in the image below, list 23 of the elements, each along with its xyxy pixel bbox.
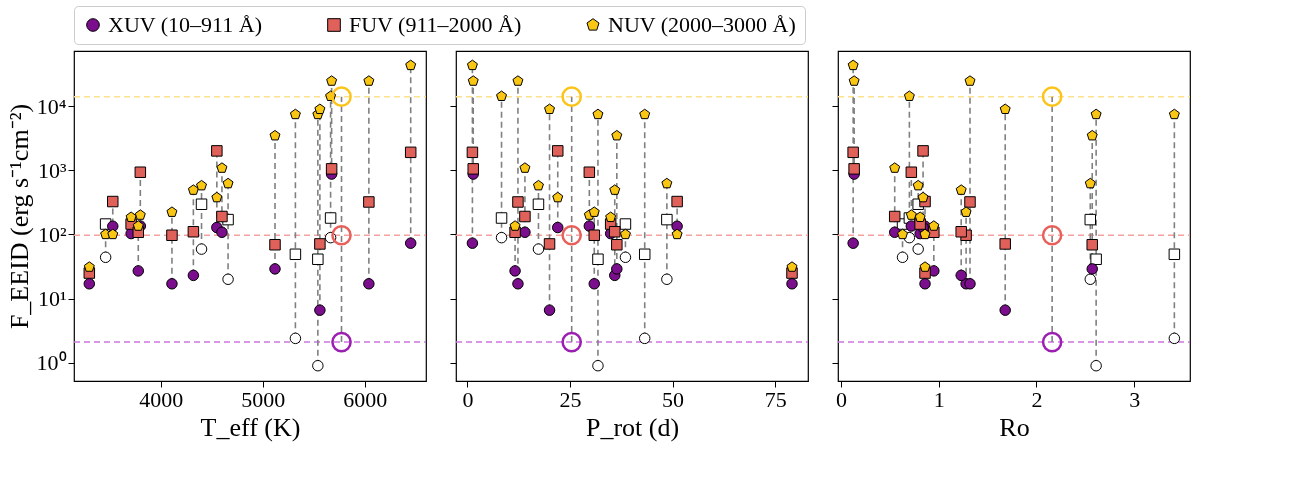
x-tick-label: 0 — [835, 386, 847, 412]
x-tick-label: 4000 — [139, 386, 184, 412]
y-tick-label: 10² — [37, 221, 67, 247]
x-tick-label: 6000 — [343, 386, 388, 412]
x-tick-label: 75 — [764, 386, 787, 412]
y-tick-label: 10³ — [37, 157, 67, 183]
y-tick-label: 10⁴ — [36, 93, 67, 119]
legend-label: NUV (2000–3000 Å) — [608, 12, 796, 37]
x-tick-label: 3 — [1129, 386, 1141, 412]
y-tick-label: 10⁰ — [36, 350, 67, 376]
x-axis-title: Ro — [999, 412, 1030, 442]
y-tick-label: 10¹ — [37, 286, 67, 312]
x-axis-title: T_eff (K) — [200, 412, 301, 442]
legend-label: FUV (911–2000 Å) — [349, 12, 522, 37]
y-axis-title: F_EEID (erg s⁻¹cm⁻²) — [4, 103, 34, 330]
x-tick-label: 5000 — [241, 386, 286, 412]
x-axis-title: P_rot (d) — [585, 412, 680, 442]
x-tick-label: 50 — [662, 386, 685, 412]
legend-label: XUV (10–911 Å) — [108, 12, 262, 37]
x-tick-label: 25 — [559, 386, 582, 412]
x-tick-label: 0 — [462, 386, 474, 412]
x-tick-label: 1 — [933, 386, 945, 412]
x-tick-label: 2 — [1031, 386, 1043, 412]
